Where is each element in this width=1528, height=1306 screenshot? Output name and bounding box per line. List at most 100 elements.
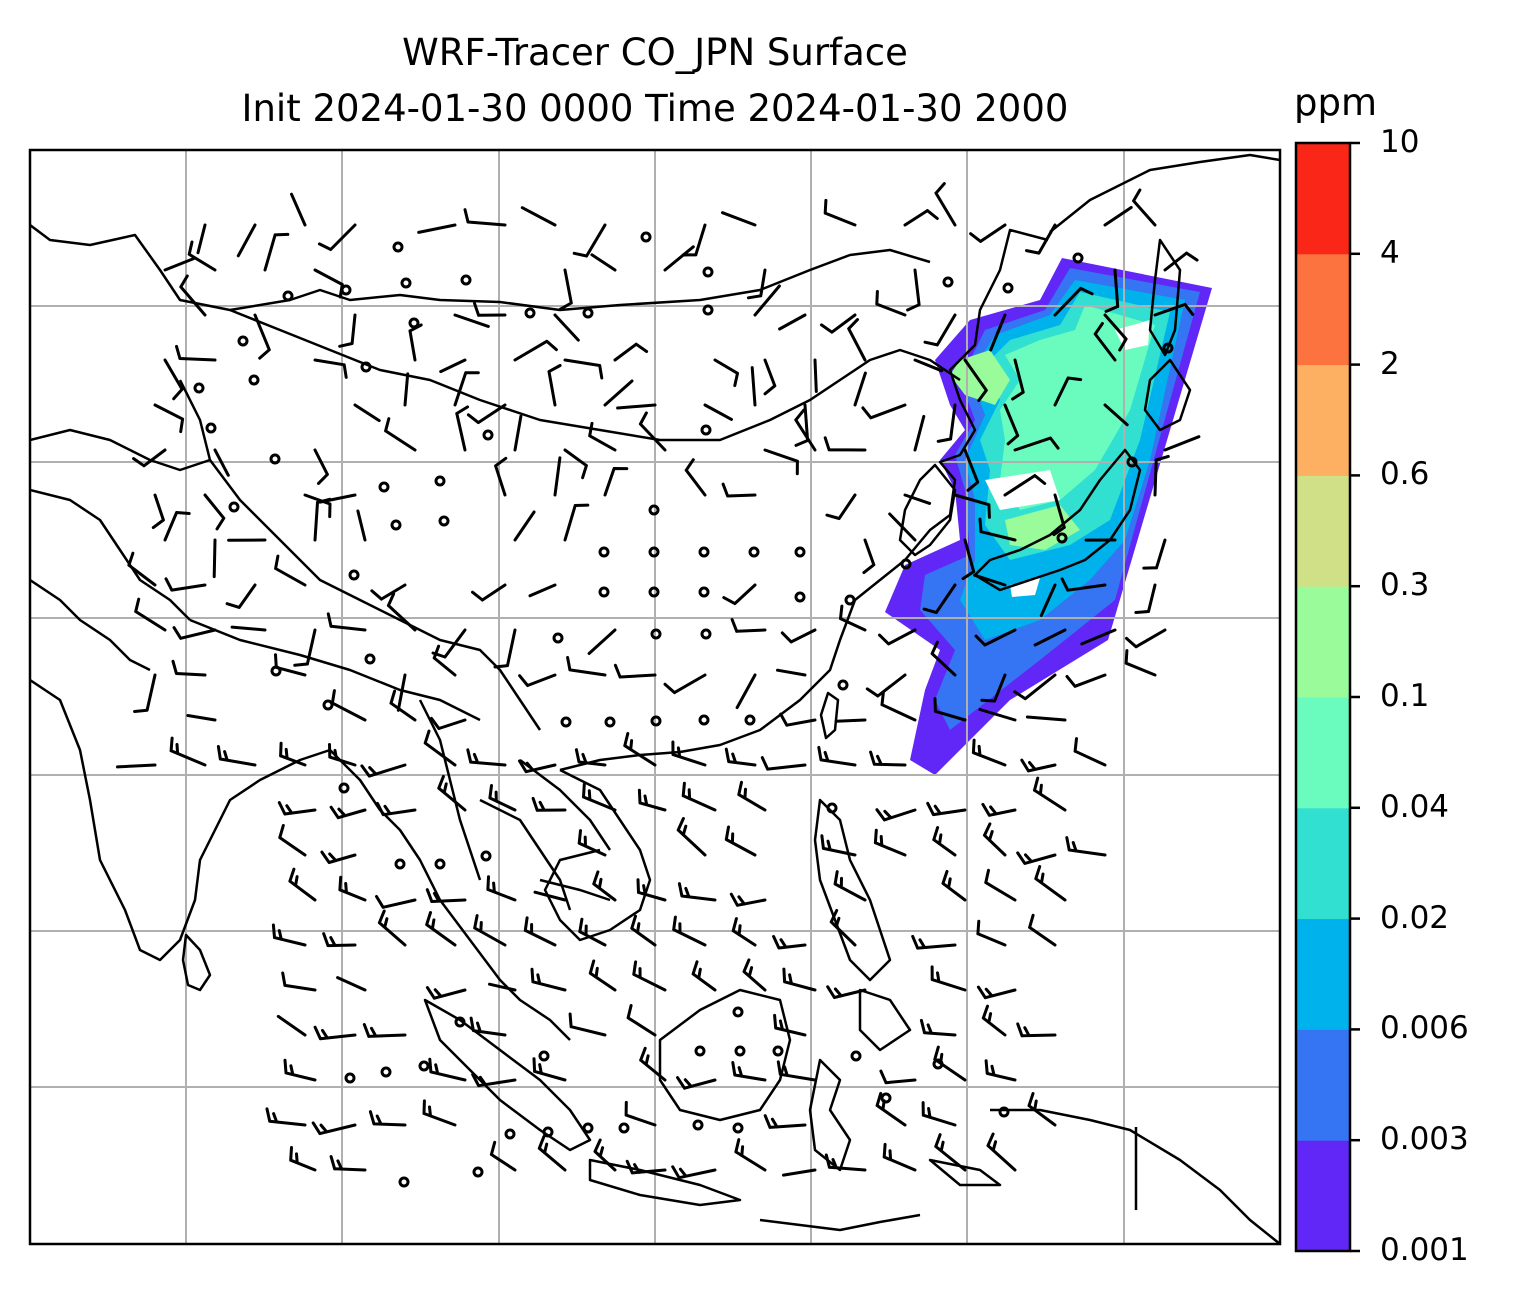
wind-barb [930,640,957,677]
wind-barb [213,448,230,477]
calm-wind-circle [702,304,714,316]
colorbar-segment [1296,253,1350,366]
wind-barb [763,1114,807,1129]
wind-barb [729,892,767,907]
wind-barb [671,740,707,767]
wind-barb [518,673,557,687]
wind-barb [853,371,867,407]
wind-barb [329,1155,367,1172]
wind-barb [880,690,917,722]
colorbar-tick-label: 0.6 [1380,456,1430,493]
wind-barb [981,802,1017,817]
calm-wind-circle [650,628,662,640]
coastline-sulawesi [808,1058,852,1172]
wind-barb [691,960,717,992]
wind-barb [1028,913,1057,947]
wind-barb [878,628,917,646]
colorbar-segment [1296,475,1350,587]
coastline-india [30,678,331,962]
calm-wind-circle [880,1092,892,1104]
wind-barb [1060,577,1107,592]
wind-barb [934,182,957,227]
coastline-sumatra [423,998,592,1152]
wind-barb [432,644,457,677]
wind-barb [422,1099,457,1127]
wind-barb [1093,322,1117,362]
wind-barb [731,917,757,947]
wind-barb [676,1076,717,1090]
wind-barb [1124,649,1157,677]
wind-barb [265,1107,307,1127]
calm-wind-circle [524,307,536,319]
wind-barb [488,784,517,812]
calm-wind-circle [193,382,205,394]
border-central-asia [30,488,191,621]
wind-barb [279,741,307,767]
wind-barb [322,932,357,948]
calm-wind-circle [1002,282,1014,294]
calm-wind-circle [732,1122,744,1134]
colorbar-segment [1296,586,1350,698]
wind-barb [772,935,807,950]
wind-barb [971,738,1007,767]
wind-barb [590,253,617,272]
wind-barb [471,583,507,602]
plot-title-line-2: Init 2024-01-30 0000 Time 2024-01-30 200… [241,87,1069,130]
colorbar-tick-label: 0.3 [1380,567,1430,604]
wind-barb [274,653,307,677]
plume-gap [1010,578,1040,597]
wind-barb [290,192,307,227]
wind-barb [271,923,307,947]
colorbar-tick-label: 0.04 [1380,788,1450,825]
wind-barb [879,1069,917,1085]
wind-barb [637,788,667,812]
wind-barb [861,403,907,420]
wind-barb [134,597,167,632]
wind-barb [613,663,657,679]
wind-barb [164,577,207,592]
wind-barb [313,448,329,485]
wind-barb [941,869,967,902]
wind-barb [753,284,781,317]
wind-barb [375,895,417,909]
calm-wind-circle [344,1072,356,1084]
colorbar-segment [1296,1140,1350,1252]
calm-wind-circle [700,628,712,640]
wind-barb [553,456,562,497]
calm-wind-circle [794,546,806,558]
wind-barb [212,538,217,579]
wind-barb [974,628,1017,647]
wind-barb [1053,376,1083,407]
calm-wind-circle [228,501,240,513]
wind-barb [288,867,317,902]
wind-barb [875,290,907,317]
wind-barb [437,774,467,812]
wind-barb [632,960,667,992]
wind-barb [776,1060,817,1082]
calm-wind-circle [598,586,610,598]
wind-barb [624,1100,657,1127]
coastline-asia-north [30,224,931,312]
coastline-korea [898,463,957,557]
wind-barb [750,366,757,407]
calm-wind-circle [582,307,594,319]
wind-barb [587,628,617,655]
wind-barb [558,268,573,311]
wind-barb [963,448,980,492]
calm-wind-circle [322,699,334,711]
wind-barb [1103,403,1129,427]
wind-barb [578,917,607,947]
wind-barb [313,268,344,299]
wind-barb [626,1004,657,1037]
wind-barb [530,967,567,992]
calm-wind-circle [408,317,420,329]
calm-wind-circle [744,714,756,726]
plume-level-0.1 [950,350,1010,405]
wind-barb [721,211,757,227]
wind-barb [466,403,507,425]
calm-wind-circle [504,1128,516,1140]
wind-barb [921,1101,957,1127]
wind-barb [386,592,417,632]
calm-wind-circle [900,558,912,570]
